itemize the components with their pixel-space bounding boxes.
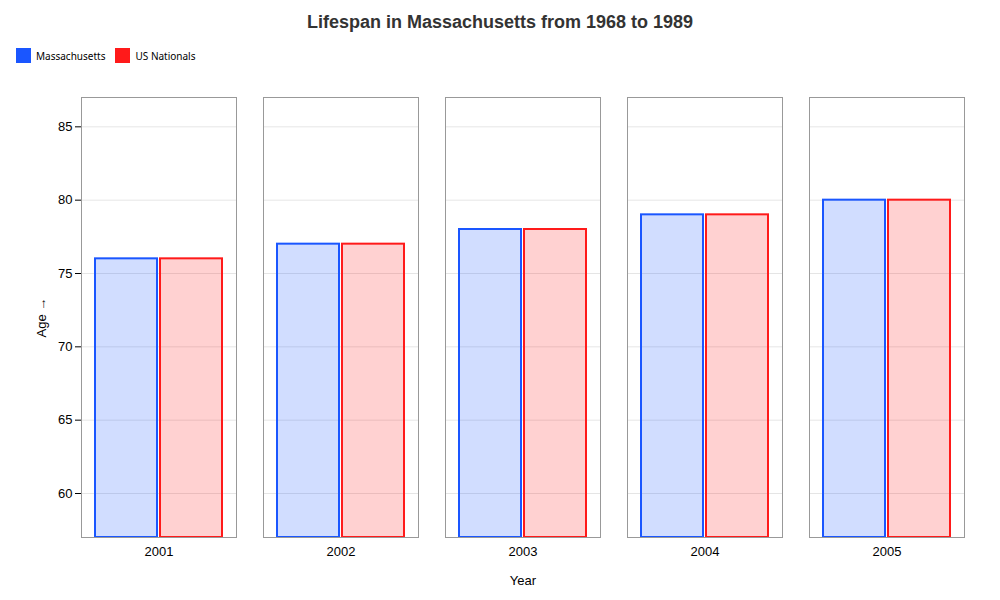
svg-text:80: 80 xyxy=(58,192,72,207)
svg-text:85: 85 xyxy=(58,119,72,134)
svg-text:2003: 2003 xyxy=(509,544,538,559)
html-text:US Nationals: US Nationals xyxy=(135,48,196,63)
svg-text:2002: 2002 xyxy=(327,544,356,559)
svg-text:60: 60 xyxy=(58,486,72,501)
svg-text:65: 65 xyxy=(58,412,72,427)
svg-text:70: 70 xyxy=(58,339,72,354)
svg-text:2004: 2004 xyxy=(691,544,720,559)
svg-text:2005: 2005 xyxy=(873,544,902,559)
svg-text:2001: 2001 xyxy=(145,544,174,559)
svg-text:Age →: Age → xyxy=(34,298,49,338)
svg-text:75: 75 xyxy=(58,266,72,281)
svg-text:Year: Year xyxy=(510,573,537,588)
html-text:Massachusetts: Massachusetts xyxy=(36,48,106,63)
html-text:Lifespan in Massachusetts from: Lifespan in Massachusetts from 1968 to 1… xyxy=(306,12,694,32)
